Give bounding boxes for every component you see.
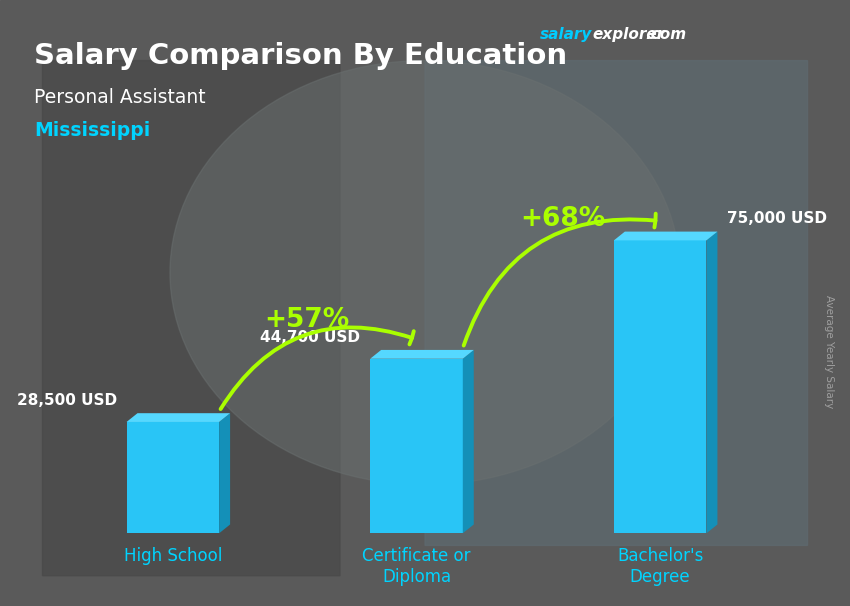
Bar — [659, 85, 744, 88]
Bar — [659, 88, 744, 91]
Polygon shape — [614, 231, 717, 241]
Bar — [659, 55, 744, 58]
Text: salary: salary — [540, 27, 592, 42]
Text: Mississippi: Mississippi — [34, 121, 150, 140]
Text: explorer: explorer — [592, 27, 665, 42]
Bar — [659, 64, 744, 67]
Text: Personal Assistant: Personal Assistant — [34, 88, 206, 107]
Bar — [659, 79, 744, 82]
Polygon shape — [219, 413, 230, 533]
Text: +57%: +57% — [264, 307, 349, 333]
Text: .com: .com — [645, 27, 686, 42]
Polygon shape — [706, 231, 717, 533]
Polygon shape — [371, 350, 473, 359]
Bar — [659, 58, 744, 61]
Text: Salary Comparison By Education: Salary Comparison By Education — [34, 42, 567, 70]
Bar — [659, 82, 744, 85]
Bar — [371, 359, 462, 533]
Polygon shape — [127, 413, 230, 422]
Ellipse shape — [170, 61, 680, 485]
FancyBboxPatch shape — [425, 61, 808, 545]
Text: +68%: +68% — [520, 205, 605, 231]
Bar — [659, 91, 744, 94]
Text: Average Yearly Salary: Average Yearly Salary — [824, 295, 834, 408]
Polygon shape — [462, 350, 473, 533]
Bar — [127, 422, 219, 533]
Text: 28,500 USD: 28,500 USD — [17, 393, 116, 408]
Bar — [659, 70, 744, 73]
Bar — [659, 61, 744, 64]
Bar — [614, 241, 706, 533]
Bar — [659, 67, 744, 70]
FancyBboxPatch shape — [42, 61, 340, 576]
Bar — [659, 76, 744, 79]
Text: 75,000 USD: 75,000 USD — [727, 211, 827, 226]
Bar — [659, 73, 744, 76]
Bar — [659, 55, 693, 73]
Text: 44,700 USD: 44,700 USD — [260, 330, 360, 345]
